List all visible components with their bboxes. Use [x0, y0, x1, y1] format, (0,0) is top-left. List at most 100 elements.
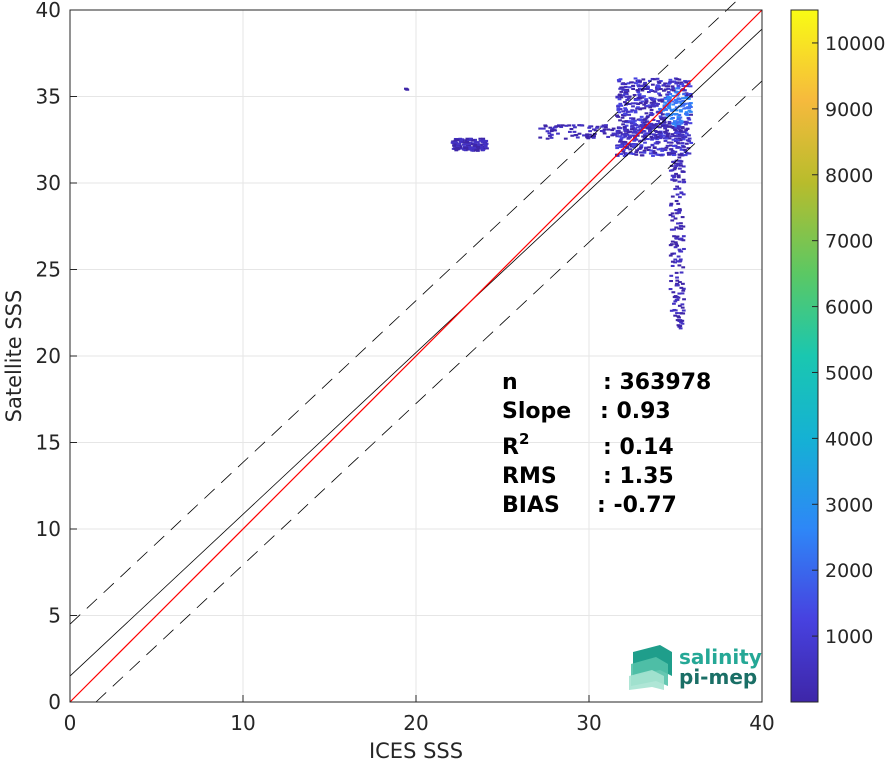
density-cell-320: [619, 104, 624, 107]
density-cell-540: [684, 94, 689, 97]
density-cell-887: [670, 264, 675, 267]
density-cell-384: [620, 145, 625, 148]
density-cell-654: [615, 144, 619, 147]
density-cell-855: [670, 126, 675, 129]
y-tick-label-3: 15: [36, 431, 61, 455]
density-cell-622: [639, 115, 644, 118]
density-cell-133: [684, 92, 689, 95]
density-cell-365: [618, 108, 623, 111]
density-cell-627: [643, 118, 647, 121]
density-cell-505: [624, 124, 629, 127]
y-tick-label-7: 35: [36, 85, 61, 109]
density-cell-965: [674, 164, 678, 168]
density-cell-169: [687, 109, 692, 112]
density-cell-665: [639, 131, 644, 134]
density-cell-901: [668, 288, 673, 291]
density-cell-139: [617, 111, 622, 114]
density-cell-673: [621, 94, 626, 97]
density-cell-185: [689, 95, 693, 98]
density-cell-658: [673, 127, 678, 130]
density-cell-1151: [478, 139, 483, 142]
density-cell-267: [635, 149, 639, 152]
density-cell-226: [669, 108, 674, 111]
density-cell-476: [621, 120, 626, 123]
density-cell-691: [671, 150, 676, 153]
density-cell-941: [677, 325, 682, 328]
density-cell-972: [671, 215, 675, 218]
density-cell-496: [674, 125, 679, 128]
density-cell-696: [643, 101, 648, 104]
density-cell-414: [617, 98, 622, 101]
density-cell-570: [684, 112, 689, 116]
density-cell-995: [679, 164, 683, 167]
x-tick-label-0: 0: [64, 711, 77, 735]
y-tick-label-0: 0: [48, 690, 61, 714]
density-cell-388: [633, 122, 637, 125]
density-cell-602: [655, 88, 659, 91]
density-cell-685: [668, 96, 672, 99]
density-cell-253: [658, 115, 663, 118]
density-cell-118: [645, 87, 650, 90]
density-cell-33: [679, 110, 683, 113]
x-tick-label-3: 30: [576, 711, 601, 735]
density-cell-765: [588, 125, 593, 128]
center-line: [69, 28, 763, 677]
density-cell-419: [685, 152, 690, 155]
stat-slope-label: Slope: [502, 399, 571, 424]
density-cell-693: [689, 113, 693, 116]
density-cell-242: [659, 117, 664, 120]
density-cell-146: [683, 79, 687, 83]
density-cell-404: [637, 95, 642, 98]
density-cell-394: [625, 110, 630, 113]
density-cell-228: [631, 152, 636, 155]
density-cell-136: [637, 147, 642, 150]
density-cell-682: [679, 109, 683, 112]
y-tick-label-4: 20: [36, 344, 61, 368]
density-cell-692: [634, 124, 639, 127]
density-cell-1168: [473, 146, 478, 149]
density-cell-590: [637, 140, 642, 143]
density-cell-273: [618, 102, 623, 105]
density-cell-1126: [458, 146, 462, 149]
density-cell-934: [677, 210, 682, 213]
density-cell-937: [676, 222, 680, 225]
density-cell-238: [644, 99, 649, 102]
density-cell-1180: [481, 149, 485, 152]
density-cell-1163: [470, 146, 475, 149]
logo-line1: salinity: [679, 645, 762, 669]
density-cell-219: [623, 83, 628, 86]
density-cell-1004: [676, 202, 681, 205]
density-cell-953: [675, 312, 679, 315]
density-cell-454: [689, 141, 694, 144]
density-cell-1182: [474, 149, 479, 152]
density-cell-152: [681, 138, 686, 141]
density-cell-553: [660, 98, 665, 101]
density-cell-1011: [679, 321, 683, 324]
density-cell-882: [677, 196, 682, 199]
density-cell-946: [676, 255, 681, 258]
density-cell-743: [666, 132, 671, 135]
density-cell-140: [671, 87, 676, 90]
cb-tick-label-8: 9000: [825, 99, 873, 121]
density-cell-494: [642, 83, 647, 86]
density-cell-835: [550, 127, 555, 130]
density-cell-959: [672, 228, 676, 231]
density-cell-740: [564, 124, 569, 127]
density-cell-940: [679, 192, 684, 195]
density-cell-931: [677, 292, 682, 295]
density-cell-1160: [468, 137, 473, 140]
density-cell-80: [636, 90, 641, 94]
density-cell-712: [648, 125, 652, 128]
density-cell-666: [655, 140, 660, 144]
density-cell-705: [567, 130, 572, 133]
density-cell-624: [653, 151, 658, 154]
density-cell-979: [670, 212, 675, 215]
density-cell-530: [668, 81, 673, 84]
density-cell-112: [623, 143, 628, 146]
density-cell-543: [624, 120, 629, 123]
regression-line: [69, 9, 763, 703]
density-cell-544: [619, 96, 624, 99]
density-cell-744: [670, 133, 675, 136]
density-cell-276: [630, 109, 635, 112]
density-cell-477: [634, 98, 638, 102]
